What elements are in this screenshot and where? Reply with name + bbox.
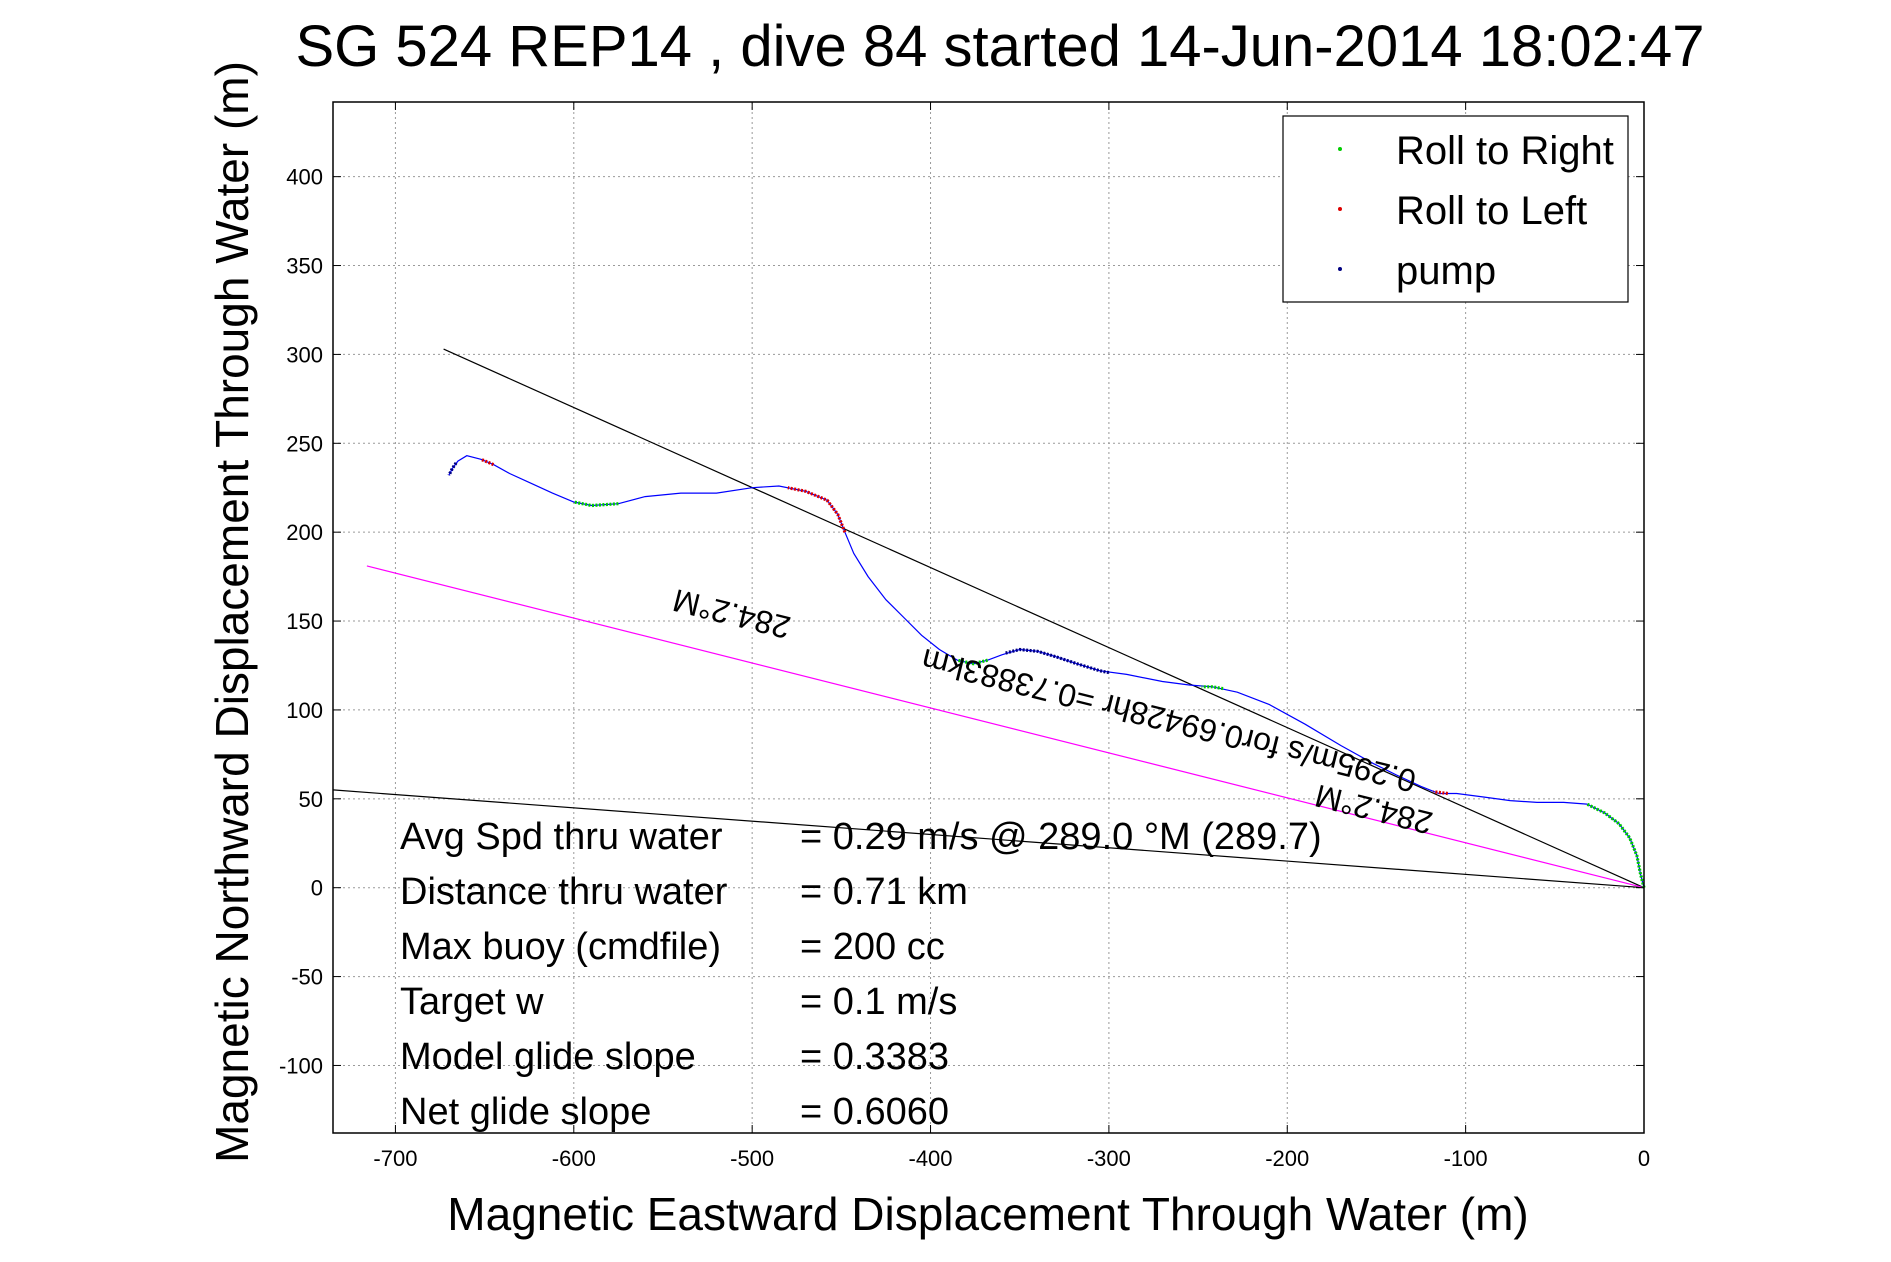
legend-marker-roll-to-right <box>1338 147 1342 151</box>
y-tick-label: 350 <box>286 254 323 279</box>
y-tick-label: 100 <box>286 698 323 723</box>
chart-annotations: 284.2°M0.295m/s for0.69428hr =0.73883km2… <box>669 582 1436 841</box>
x-tick-label: -100 <box>1444 1146 1488 1171</box>
series-segment-roll-to-right <box>1586 802 1646 889</box>
stat-label: Net glide slope <box>400 1091 651 1133</box>
y-tick-label: 0 <box>311 876 323 901</box>
x-tick-label: -200 <box>1265 1146 1309 1171</box>
reference-lines <box>332 348 1645 889</box>
stat-value: = 0.71 km <box>800 871 968 913</box>
series-segment-roll-to-right <box>956 658 988 666</box>
track-annotation: 0.295m/s for0.69428hr =0.73883km <box>918 642 1420 800</box>
y-tick-label: 300 <box>286 342 323 367</box>
stat-value: = 200 cc <box>800 926 945 968</box>
stat-label: Avg Spd thru water <box>400 816 723 858</box>
dive-statistics: Avg Spd thru water = 0.29 m/s @ 289.0 °M … <box>400 816 1322 1133</box>
legend-label-pump: pump <box>1396 249 1496 293</box>
series-segment-roll-to-left <box>480 457 495 467</box>
reference-line <box>443 348 1645 889</box>
y-tick-label: -50 <box>291 965 323 990</box>
stat-label: Max buoy (cmdfile) <box>400 926 721 968</box>
stat-label: Target w <box>400 981 544 1023</box>
reference-line <box>332 789 1645 889</box>
series-segment-pump <box>447 462 458 477</box>
x-tick-label: 0 <box>1638 1146 1650 1171</box>
plot-area-frame <box>332 101 1645 1134</box>
x-tick-label: -500 <box>730 1146 774 1171</box>
stat-value: = 0.6060 <box>800 1091 949 1133</box>
series-segment-pump <box>1005 647 1110 675</box>
x-tick-label: -400 <box>909 1146 953 1171</box>
reference-line <box>366 565 1645 889</box>
y-tick-label: 200 <box>286 520 323 545</box>
x-axis-label: Magnetic Eastward Displacement Through W… <box>447 1188 1528 1240</box>
track-annotation: 284.2°M <box>669 582 794 646</box>
legend-label-roll-to-left: Roll to Left <box>1396 189 1587 233</box>
chart-title: SG 524 REP14 , dive 84 started 14-Jun-20… <box>295 14 1704 79</box>
legend-label-roll-to-right: Roll to Right <box>1396 129 1614 173</box>
y-tick-label: 150 <box>286 609 323 634</box>
y-tick-label: 50 <box>299 787 323 812</box>
y-axis-label: Magnetic Northward Displacement Through … <box>206 61 258 1163</box>
legend-marker-roll-to-left <box>1338 207 1342 211</box>
series-segment-roll-to-right <box>1201 685 1224 691</box>
stat-value: = 0.29 m/s @ 289.0 °M (289.7) <box>800 816 1322 858</box>
series-segment-roll-to-right <box>573 500 619 508</box>
stat-value: = 0.1 m/s <box>800 981 957 1023</box>
x-tick-label: -300 <box>1087 1146 1131 1171</box>
series-segment-roll-to-left <box>1433 790 1448 796</box>
trajectory-series <box>447 455 1646 889</box>
series-segment-roll-to-left <box>787 486 847 533</box>
y-tick-label: 250 <box>286 431 323 456</box>
legend-marker-pump <box>1338 267 1342 271</box>
stat-label: Model glide slope <box>400 1036 696 1078</box>
axis-ticks: -700 -600 -500 -400 -300 -200 -100 0-100-500501… <box>279 102 1650 1171</box>
x-tick-label: -700 <box>373 1146 417 1171</box>
stat-label: Distance thru water <box>400 871 728 913</box>
x-tick-label: -600 <box>552 1146 596 1171</box>
legend: Roll to Right Roll to Left pump <box>1282 115 1629 303</box>
y-tick-label: -100 <box>279 1053 323 1078</box>
stat-value: = 0.3383 <box>800 1036 949 1078</box>
y-tick-label: 400 <box>286 165 323 190</box>
